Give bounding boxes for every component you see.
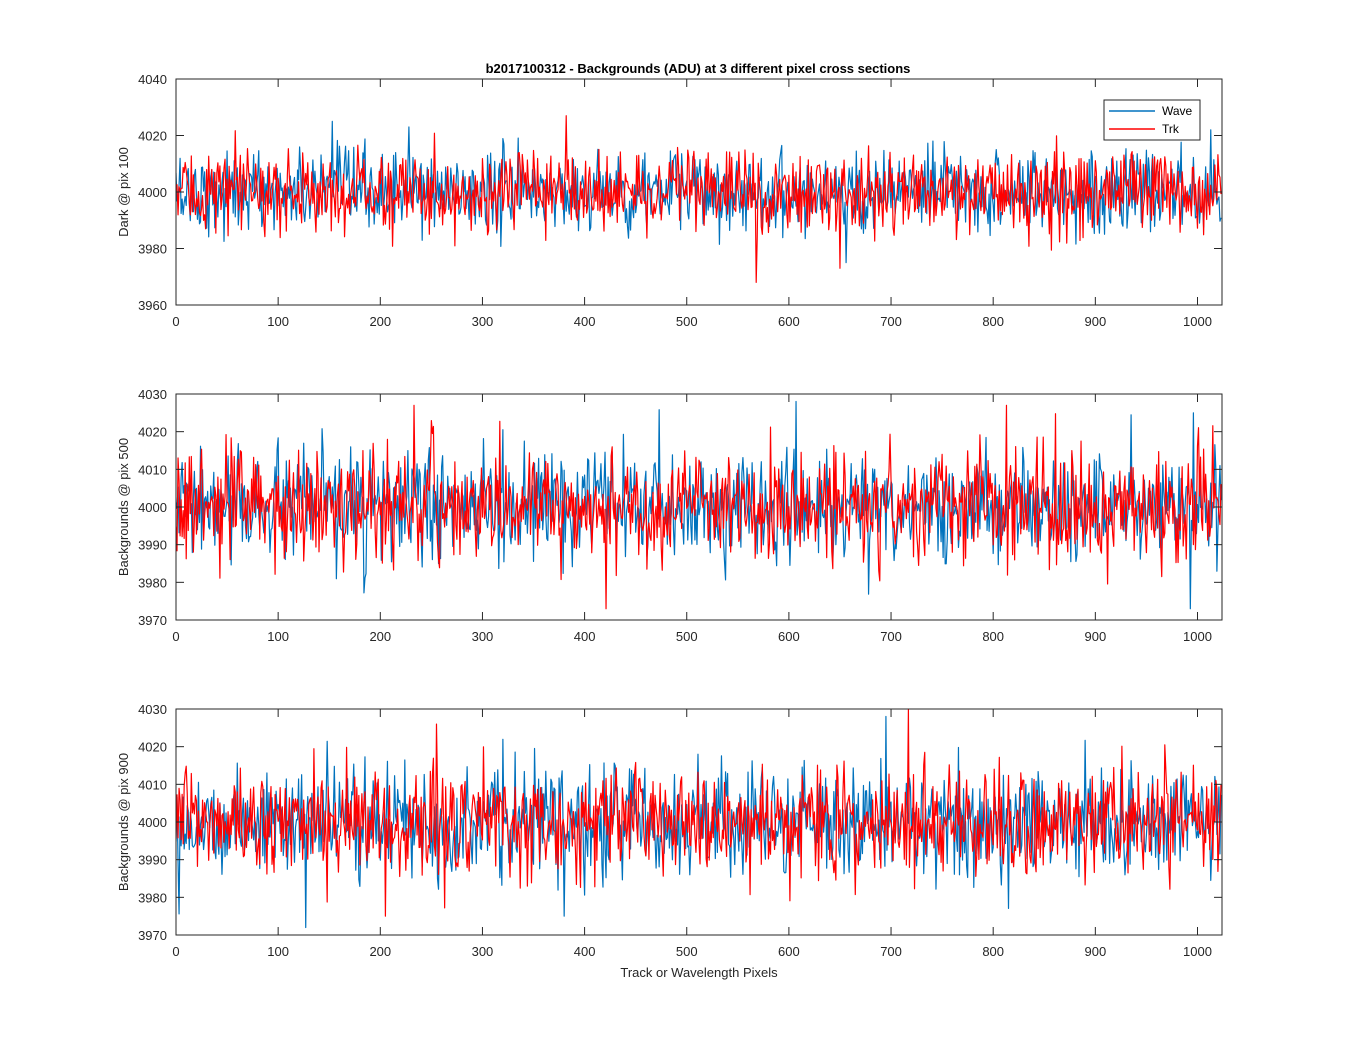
x-tick-label: 100 [267,944,289,959]
y-axis-label: Dark @ pix 100 [116,147,131,237]
y-tick-label: 3990 [138,538,167,553]
plot-area [176,400,1222,610]
legend-box [1103,99,1201,141]
x-tick-label: 900 [1084,314,1106,329]
x-tick-label: 1000 [1183,629,1212,644]
x-tick-label: 600 [778,629,800,644]
x-tick-label: 800 [982,944,1004,959]
legend-label-trk: Trk [1162,122,1180,136]
y-tick-label: 4020 [138,740,167,755]
x-tick-label: 0 [172,314,179,329]
y-tick-label: 3970 [138,613,167,628]
subplot-dark-pix-100: 0 100 200 300 400 500 600 700 800 900 1000 3960 3980… [116,72,1223,329]
x-tick-label: 700 [880,314,902,329]
x-tick-label: 300 [472,944,494,959]
y-tick-label: 4000 [138,815,167,830]
y-tick-label: 3990 [138,853,167,868]
axes-border [175,708,1223,936]
x-tick-label: 900 [1084,944,1106,959]
y-tick-label: 3980 [138,890,167,905]
y-tick-label: 3970 [138,928,167,943]
axis-ticks: 0 100 200 300 400 500 600 700 800 900 1000 3970 3980… [138,702,1223,959]
y-tick-label: 4030 [138,387,167,402]
figure-title: b2017100312 - Backgrounds (ADU) at 3 dif… [486,61,911,76]
axis-ticks: 0 100 200 300 400 500 600 700 800 900 1000 3970 3980… [138,387,1223,644]
x-tick-label: 100 [267,314,289,329]
y-tick-label: 4040 [138,72,167,87]
series-line-trk [176,404,1222,610]
x-tick-label: 300 [472,629,494,644]
x-tick-label: 0 [172,944,179,959]
x-tick-label: 500 [676,944,698,959]
axes-border [175,78,1223,306]
x-tick-label: 400 [574,629,596,644]
y-tick-label: 4000 [138,500,167,515]
x-tick-label: 0 [172,629,179,644]
y-tick-label: 4010 [138,462,167,477]
axes-border [175,393,1223,621]
x-tick-label: 400 [574,314,596,329]
x-tick-label: 200 [369,944,391,959]
plot-area [176,709,1222,929]
x-tick-label: 300 [472,314,494,329]
x-tick-label: 800 [982,629,1004,644]
y-tick-label: 4030 [138,702,167,717]
x-tick-label: 1000 [1183,944,1212,959]
series-line-trk [176,709,1222,917]
plot-area [176,115,1222,283]
x-tick-label: 600 [778,314,800,329]
x-tick-label: 800 [982,314,1004,329]
subplot-backgrounds-pix-500: 0 100 200 300 400 500 600 700 800 900 1000 3970 3980… [116,387,1223,644]
x-axis-label: Track or Wavelength Pixels [620,965,778,980]
axis-ticks: 0 100 200 300 400 500 600 700 800 900 1000 3960 3980… [138,72,1223,329]
x-tick-label: 1000 [1183,314,1212,329]
y-tick-label: 4000 [138,185,167,200]
x-tick-label: 400 [574,944,596,959]
x-tick-label: 700 [880,944,902,959]
series-line-wave [176,400,1222,610]
y-tick-label: 3980 [138,575,167,590]
x-tick-label: 100 [267,629,289,644]
x-tick-label: 200 [369,314,391,329]
legend-label-wave: Wave [1162,104,1193,118]
x-tick-label: 500 [676,629,698,644]
x-tick-label: 200 [369,629,391,644]
x-tick-label: 500 [676,314,698,329]
series-line-trk [176,115,1222,283]
y-tick-label: 4020 [138,425,167,440]
y-tick-label: 4020 [138,129,167,144]
subplot-backgrounds-pix-900: 0 100 200 300 400 500 600 700 800 900 1000 3970 3980… [116,702,1223,959]
y-axis-label: Backgrounds @ pix 500 [116,438,131,576]
y-tick-label: 4010 [138,777,167,792]
x-tick-label: 900 [1084,629,1106,644]
x-tick-label: 600 [778,944,800,959]
y-tick-label: 3980 [138,242,167,257]
y-axis-label: Backgrounds @ pix 900 [116,753,131,891]
legend: Wave Trk [1103,99,1201,141]
x-tick-label: 700 [880,629,902,644]
y-tick-label: 3960 [138,298,167,313]
